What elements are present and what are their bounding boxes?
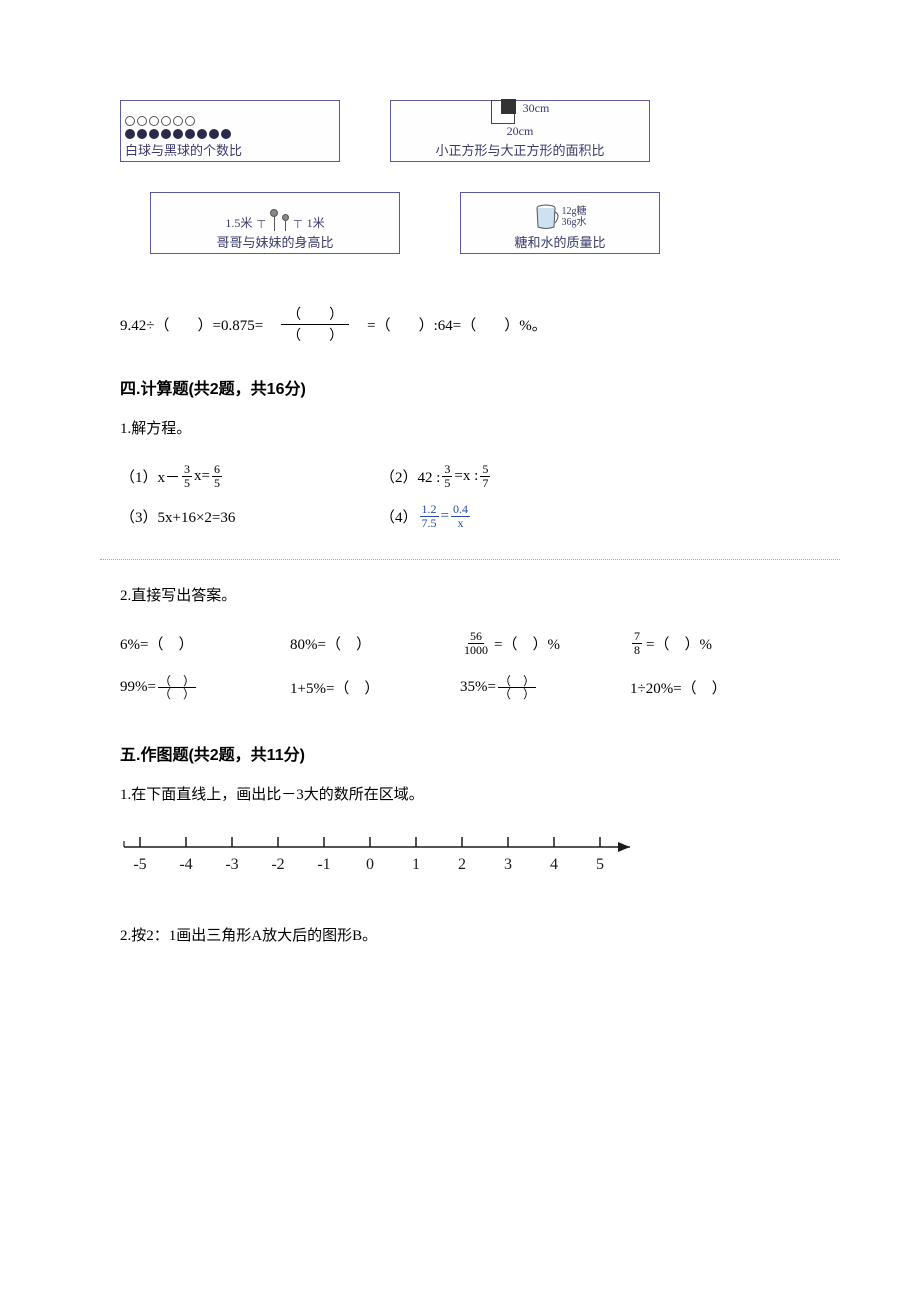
box1-caption: 白球与黑球的个数比 xyxy=(121,139,339,161)
section-4-head: 四.计算题(共2题，共16分) xyxy=(120,375,800,399)
svg-text:0: 0 xyxy=(366,856,374,873)
pct-8: 1÷20%=（ ） xyxy=(630,675,780,701)
eq-1: （1）x－ 35 x= 65 xyxy=(120,463,380,489)
box2-caption: 小正方形与大正方形的面积比 xyxy=(391,139,649,161)
sister-icon xyxy=(282,214,289,231)
pct-2: 80%=（ ） xyxy=(290,630,460,656)
divider xyxy=(100,559,840,560)
svg-text:-1: -1 xyxy=(317,856,330,873)
pct-3: 561000 =（ ）% xyxy=(460,630,630,656)
squares-figure: 30cm xyxy=(391,100,649,124)
pct-7: 35%= xyxy=(460,675,630,701)
question-9: 9.42÷（ ）=0.875= （ ） （ ） =（ ）:64=（ ）%。 xyxy=(120,304,800,345)
svg-text:4: 4 xyxy=(550,856,558,873)
pct-6: 1+5%=（ ） xyxy=(290,675,460,701)
equation-grid: （1）x－ 35 x= 65 （2）42 : 35 =x : 57 （3）5x+… xyxy=(120,463,800,529)
number-line-svg: -5 -4 -3 -2 -1 0 1 2 3 4 5 xyxy=(120,829,660,879)
eq-2: （2）42 : 35 =x : 57 xyxy=(380,463,640,489)
svg-text:1: 1 xyxy=(412,856,420,873)
ratio-box-height: 1.5米 ⊤ ⊤ 1米 哥哥与妹妹的身高比 xyxy=(150,192,400,254)
white-balls-row xyxy=(121,116,339,126)
box4-caption: 糖和水的质量比 xyxy=(461,231,659,253)
svg-text:-4: -4 xyxy=(179,856,192,873)
sec5-q1: 1.在下面直线上，画出比－3大的数所在区域。 xyxy=(120,783,800,804)
pct-1: 6%=（ ） xyxy=(120,630,290,656)
svg-text:-2: -2 xyxy=(271,856,284,873)
svg-text:-5: -5 xyxy=(133,856,146,873)
svg-text:-3: -3 xyxy=(225,856,238,873)
cup-figure: 12g糖 36g水 xyxy=(534,203,587,231)
eq-4: （4） 1.27.5 = 0.4x xyxy=(380,503,640,529)
cup-labels: 12g糖 36g水 xyxy=(562,206,587,228)
sec4-q2: 2.直接写出答案。 xyxy=(120,584,800,605)
black-balls-row xyxy=(121,129,339,139)
svg-text:2: 2 xyxy=(458,856,466,873)
percent-grid: 6%=（ ） 80%=（ ） 561000 =（ ）% 78 =（ ）% 99%… xyxy=(120,630,800,700)
ratio-box-sugar: 12g糖 36g水 糖和水的质量比 xyxy=(460,192,660,254)
small-square-label: 20cm xyxy=(507,124,534,139)
blank-fraction: （ ） （ ） xyxy=(281,304,349,345)
eq-3: （3）5x+16×2=36 xyxy=(120,503,380,529)
sec5-q2: 2.按2：1画出三角形A放大后的图形B。 xyxy=(120,924,800,945)
ratio-box-balls: 白球与黑球的个数比 xyxy=(120,100,340,162)
number-line: -5 -4 -3 -2 -1 0 1 2 3 4 5 xyxy=(120,829,800,884)
height-figure: 1.5米 ⊤ ⊤ 1米 xyxy=(225,209,324,231)
brother-height: 1.5米 xyxy=(225,214,252,231)
pct-4: 78 =（ ）% xyxy=(630,630,780,656)
svg-text:3: 3 xyxy=(504,856,512,873)
cup-icon xyxy=(534,203,560,231)
svg-text:5: 5 xyxy=(596,856,604,873)
pct-5: 99%= xyxy=(120,675,290,701)
big-square-label: 30cm xyxy=(523,101,550,116)
sec4-q1: 1.解方程。 xyxy=(120,417,800,438)
ratio-box-squares: 30cm 20cm 小正方形与大正方形的面积比 xyxy=(390,100,650,162)
section-5-head: 五.作图题(共2题，共11分) xyxy=(120,741,800,765)
box3-caption: 哥哥与妹妹的身高比 xyxy=(151,231,399,253)
brother-icon xyxy=(270,209,278,231)
sister-height: 1米 xyxy=(307,214,325,231)
